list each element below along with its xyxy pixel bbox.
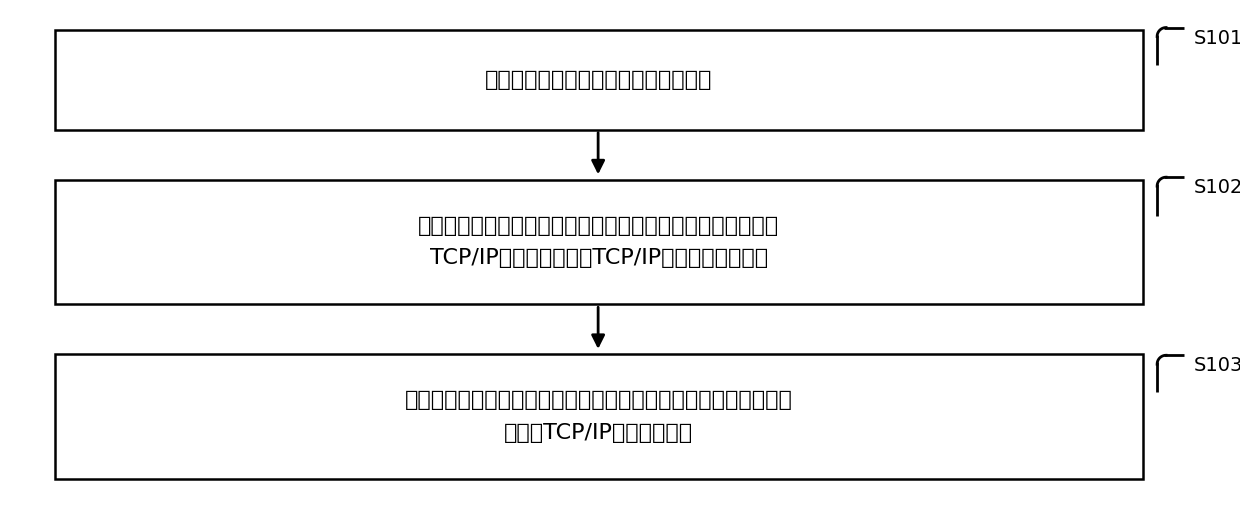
Text: S103: S103	[1194, 356, 1240, 375]
Text: S101: S101	[1194, 29, 1240, 47]
Text: 接收主时钟发送的不携带数据的预报文: 接收主时钟发送的不携带数据的预报文	[485, 70, 713, 90]
FancyBboxPatch shape	[55, 354, 1142, 479]
Text: 从所述预报文中获得所述预报文保存的第一时间戳和从主时钟
TCP/IP协议栈到从时钟TCP/IP协议栈的网络延时: 从所述预报文中获得所述预报文保存的第一时间戳和从主时钟 TCP/IP协议栈到从时…	[418, 216, 779, 268]
Text: S102: S102	[1194, 178, 1240, 197]
Text: 利用所述第一时间戳、所述第二时间戳和所述网络延时，修正所述
从时钟TCP/IP协议栈的时间: 利用所述第一时间戳、所述第二时间戳和所述网络延时，修正所述 从时钟TCP/IP协…	[404, 390, 792, 443]
FancyBboxPatch shape	[55, 30, 1142, 130]
FancyBboxPatch shape	[55, 180, 1142, 304]
